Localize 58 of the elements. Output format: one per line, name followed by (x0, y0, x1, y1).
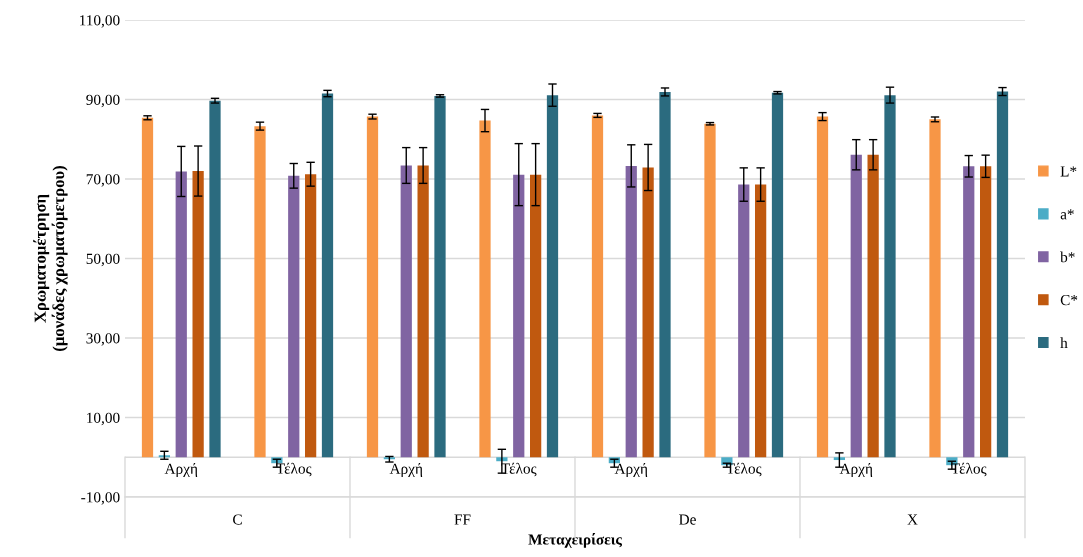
y-tick-label: 90,00 (86, 94, 120, 108)
y-tick-label: -10,00 (81, 492, 120, 505)
x-tick-label: Αρχή (389, 462, 423, 477)
text: X (907, 514, 918, 525)
text: De (679, 514, 696, 525)
bar (963, 166, 975, 458)
bar (321, 93, 334, 458)
bar (546, 95, 559, 458)
x-tick-label: Αρχή (839, 462, 873, 477)
bar (642, 167, 654, 458)
bar (305, 174, 317, 458)
x-tick-label: Τέλος (726, 462, 762, 477)
bar (366, 116, 379, 458)
bar (704, 123, 716, 458)
bar (884, 95, 896, 458)
text: FF (454, 514, 471, 525)
bar (771, 92, 784, 458)
bar (530, 174, 542, 458)
bar (867, 154, 879, 458)
bar (625, 165, 637, 458)
bar (141, 117, 154, 458)
bar (996, 91, 1009, 458)
bar (833, 457, 845, 461)
bar (175, 171, 187, 458)
legend-label: C* (1060, 294, 1078, 306)
y-tick-label: 50,00 (86, 253, 120, 267)
y-tick-label: 70,00 (86, 174, 120, 187)
bar (738, 184, 750, 458)
bar (209, 100, 221, 458)
x-tick-label: Τέλος (276, 462, 312, 477)
bar (816, 116, 829, 458)
y-tick-label: 10,00 (87, 412, 120, 426)
legend-label: h (1060, 337, 1068, 348)
y-tick-label: 30,00 (86, 333, 120, 346)
text: C (233, 514, 242, 525)
x-tick-label: Τέλος (951, 462, 987, 477)
bar (417, 165, 429, 458)
bar (980, 166, 992, 458)
bar (755, 184, 767, 458)
x-tick-label: Αρχή (164, 462, 198, 477)
y-tick-label: 110,00 (80, 15, 120, 28)
legend-label: b* (1060, 251, 1075, 263)
bar (192, 171, 204, 458)
bar (254, 126, 266, 458)
x-tick-label: Αρχή (614, 462, 648, 477)
bar (929, 119, 941, 458)
bar (659, 91, 671, 458)
bar (513, 174, 525, 458)
bar (434, 95, 446, 458)
legend-label: a* (1060, 209, 1074, 220)
bar (288, 175, 300, 458)
bar (850, 154, 862, 458)
bar (479, 120, 491, 458)
bar (400, 165, 412, 458)
bar (591, 115, 604, 458)
legend-label: L* (1060, 166, 1077, 177)
y-axis-title: Χρωματομέτρηση (μονάδες χρωματόμετρου) (33, 166, 68, 351)
x-axis-title: Μεταχειρίσεις (528, 533, 623, 548)
